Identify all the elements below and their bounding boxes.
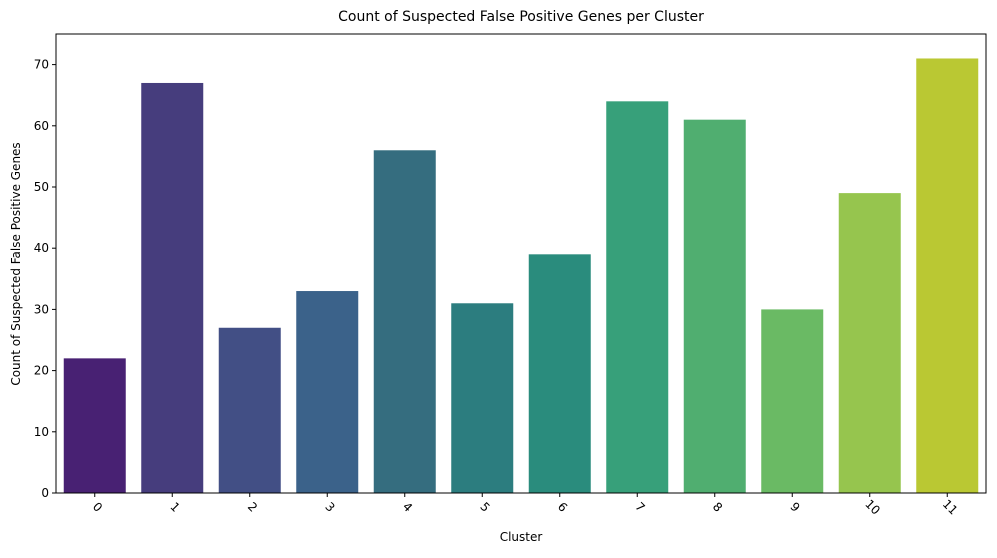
- x-tick-label: 1: [167, 500, 182, 515]
- x-tick-label: 3: [322, 500, 337, 515]
- y-tick-label: 30: [34, 302, 49, 316]
- bar-cluster-7: [606, 101, 669, 493]
- y-axis-label: Count of Suspected False Positive Genes: [9, 142, 23, 385]
- bar-cluster-0: [63, 358, 126, 493]
- bar-cluster-11: [916, 58, 979, 493]
- x-tick-label: 5: [477, 500, 492, 515]
- bar-cluster-6: [528, 254, 591, 493]
- x-tick-label: 10: [862, 497, 883, 518]
- bar-cluster-9: [761, 309, 824, 493]
- x-tick-label: 7: [632, 500, 647, 515]
- bar-cluster-10: [838, 193, 901, 493]
- x-axis-label: Cluster: [500, 530, 543, 544]
- x-tick-label: 11: [940, 497, 961, 518]
- y-tick-label: 10: [34, 425, 49, 439]
- chart-title: Count of Suspected False Positive Genes …: [338, 9, 704, 25]
- bar-cluster-1: [141, 82, 204, 494]
- plot-area: 0 10 20 30 40 50 60 70 0 1 2 3 4 5 6 7 8 9 10 11: [34, 33, 987, 518]
- x-tick-label: 0: [90, 500, 105, 515]
- y-tick-label: 20: [34, 364, 49, 378]
- y-tick-label: 70: [34, 58, 49, 72]
- bar-cluster-4: [373, 150, 436, 493]
- bar-cluster-5: [451, 303, 514, 493]
- x-tick-label: 8: [710, 500, 725, 515]
- bar-cluster-3: [296, 291, 359, 493]
- x-tick-label: 9: [787, 500, 802, 515]
- x-tick-label: 6: [555, 500, 570, 515]
- bar-cluster-2: [218, 327, 281, 493]
- y-tick-label: 50: [34, 180, 49, 194]
- y-tick-label: 40: [34, 241, 49, 255]
- x-tick-label: 4: [400, 500, 415, 515]
- x-tick-label: 2: [245, 500, 260, 515]
- y-tick-label: 0: [41, 486, 49, 500]
- plot-frame: [55, 33, 987, 494]
- y-tick-label: 60: [34, 119, 49, 133]
- bar-cluster-8: [683, 119, 746, 494]
